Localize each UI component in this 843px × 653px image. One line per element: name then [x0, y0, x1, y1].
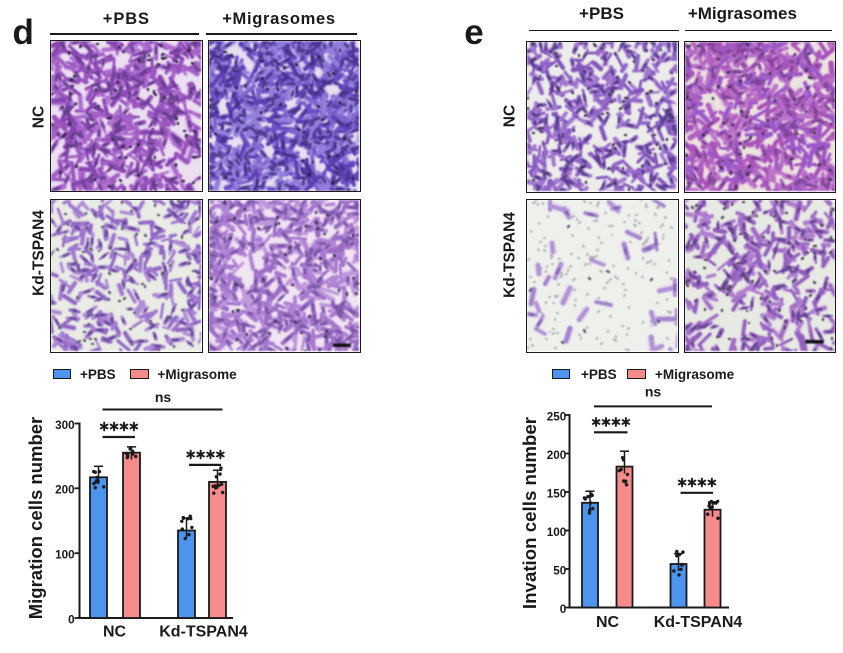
svg-text:100: 100 [55, 549, 75, 562]
svg-text:200: 200 [55, 484, 75, 497]
svg-text:Kd-TSPAN4: Kd-TSPAN4 [654, 614, 743, 631]
svg-text:200: 200 [547, 449, 567, 462]
svg-text:Invation cells number: Invation cells number [519, 417, 540, 609]
svg-text:NC: NC [596, 614, 620, 631]
svg-text:100: 100 [547, 526, 567, 539]
svg-text:Migration cells number: Migration cells number [25, 417, 46, 620]
svg-text:250: 250 [547, 410, 567, 423]
svg-text:0: 0 [560, 603, 567, 616]
svg-text:ns: ns [155, 389, 172, 405]
svg-text:NC: NC [103, 624, 127, 641]
svg-text:50: 50 [553, 564, 567, 577]
svg-text:150: 150 [547, 487, 567, 500]
svg-text:ns: ns [645, 384, 662, 400]
svg-text:300: 300 [55, 419, 75, 432]
svg-text:Kd-TSPAN4: Kd-TSPAN4 [159, 624, 248, 641]
svg-text:0: 0 [68, 613, 75, 626]
